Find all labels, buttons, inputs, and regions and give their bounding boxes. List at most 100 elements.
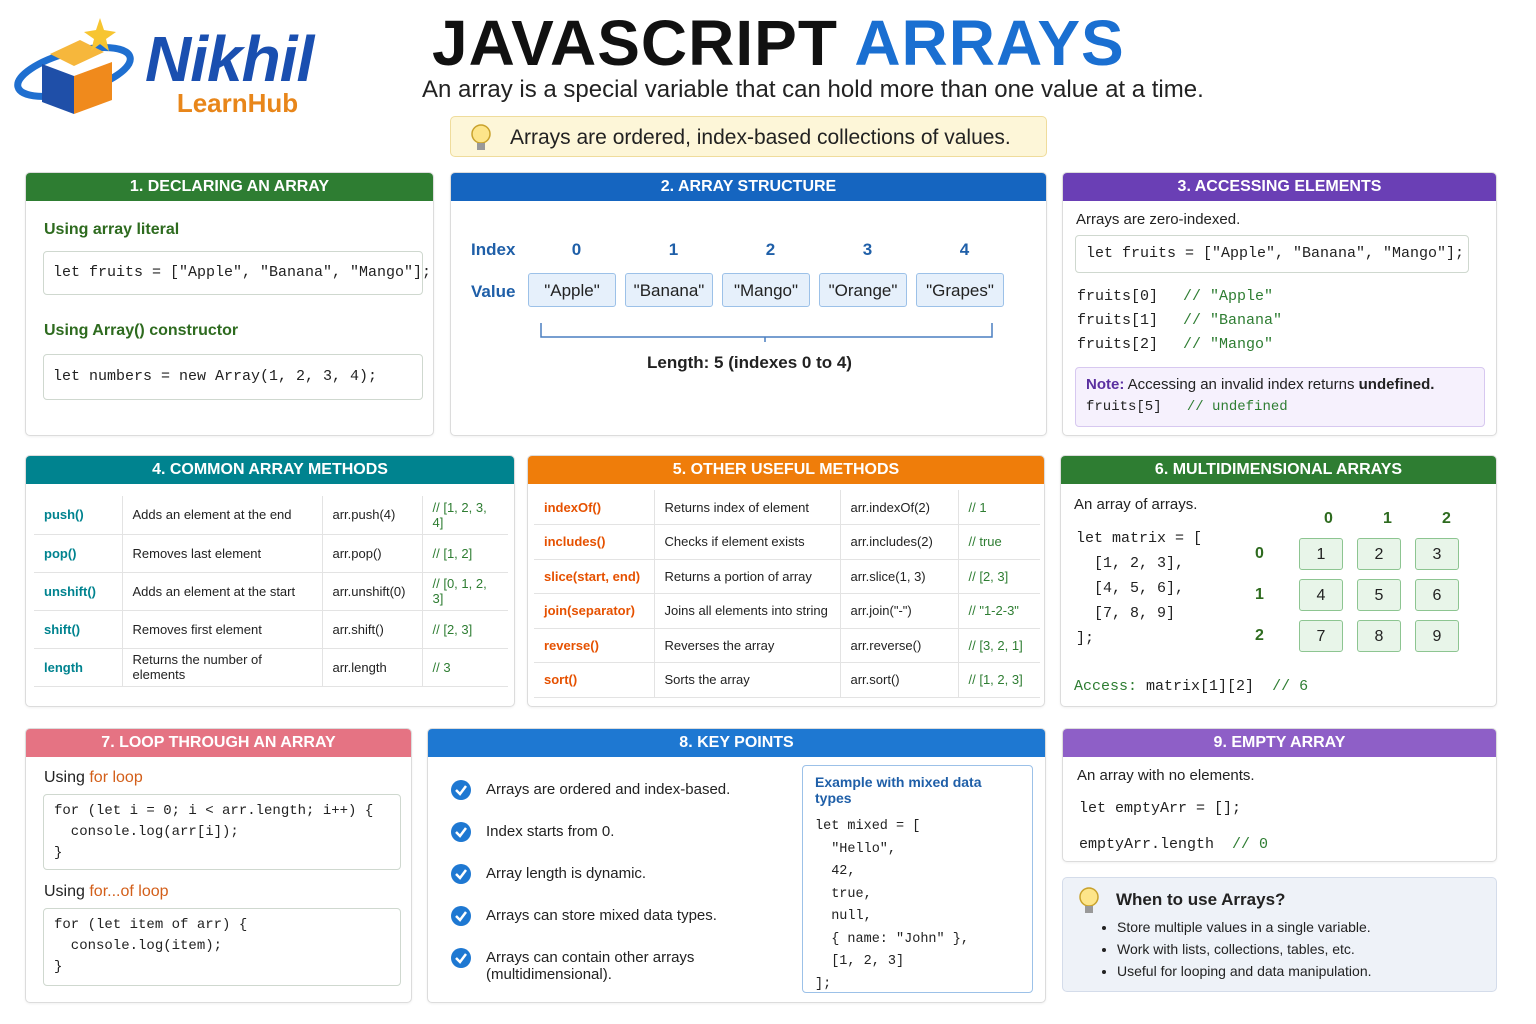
table-cell: Removes first element — [122, 610, 323, 649]
access-lines: fruits[0]// "Apple" fruits[1]// "Banana" f… — [1077, 285, 1282, 357]
check-icon — [451, 780, 471, 800]
table-row: slice(start, end) Returns a portion of ar… — [534, 559, 1040, 594]
table-cell: // [0, 1, 2, 3] — [422, 572, 508, 611]
when-list: Store multiple values in a single variab… — [1097, 916, 1372, 982]
title-main: JAVASCRIPT — [432, 7, 838, 79]
table-row: unshift() Adds an element at the start arr… — [34, 572, 508, 611]
table-cell: // [1, 2] — [422, 534, 508, 573]
matrix-cell: 7 — [1299, 620, 1343, 652]
path — [42, 64, 74, 114]
constructor-label: Using Array() constructor — [44, 322, 239, 339]
table-cell: arr.join("-") — [840, 593, 959, 629]
table-cell: arr.unshift(0) — [322, 572, 423, 611]
row-index: 0 — [1255, 545, 1264, 562]
table-cell: shift() — [34, 610, 123, 649]
code-fruits: let fruits = ["Apple", "Banana", "Mango"… — [1075, 235, 1469, 273]
code-line: } — [54, 845, 63, 861]
value-label: Value — [471, 282, 516, 301]
when-item: Work with lists, collections, tables, et… — [1117, 938, 1372, 960]
value-box: "Mango" — [722, 273, 810, 307]
empty-length-line: emptyArr.length // 0 — [1079, 836, 1268, 853]
access-comment: // "Mango" — [1183, 336, 1274, 353]
panel-title: 7. LOOP THROUGH AN ARRAY — [26, 729, 411, 757]
for-label: Using — [44, 769, 85, 786]
title-accent: ARRAYS — [854, 7, 1125, 79]
table-cell: slice(start, end) — [534, 559, 655, 594]
forof-label: Using — [44, 883, 85, 900]
bracket — [540, 323, 993, 342]
table-cell: Joins all elements into string — [654, 593, 841, 629]
table-row: join(separator) Joins all elements into s… — [534, 593, 1040, 629]
path — [540, 323, 993, 342]
table-cell: arr.reverse() — [840, 628, 959, 663]
subtitle: An array is a special variable that can … — [422, 76, 1204, 103]
circle — [451, 864, 471, 884]
table-cell: Reverses the array — [654, 628, 841, 663]
code-line: let mixed = [ — [815, 819, 921, 834]
panel-title: 4. COMMON ARRAY METHODS — [26, 456, 514, 484]
when-box: When to use Arrays? Store multiple value… — [1062, 877, 1497, 992]
access-line: Access: matrix[1][2] // 6 — [1074, 678, 1308, 695]
empty-comment: // 0 — [1232, 836, 1269, 853]
matrix-cell: 1 — [1299, 538, 1343, 570]
check-icon — [451, 948, 471, 968]
table-row: sort() Sorts the array arr.sort()// [1, 2,… — [534, 662, 1040, 698]
check-icon — [451, 906, 471, 926]
matrix-cell: 3 — [1415, 538, 1459, 570]
code-line: null, — [815, 909, 872, 924]
table-cell: arr.sort() — [840, 662, 959, 698]
table-cell: arr.indexOf(2) — [840, 490, 959, 525]
circle — [451, 906, 471, 926]
code-line: 42, — [815, 864, 856, 879]
matrix-cell: 5 — [1357, 579, 1401, 611]
code-line: ]; — [815, 976, 832, 992]
circle — [451, 780, 471, 800]
circle — [451, 822, 471, 842]
table-cell: reverse() — [534, 628, 655, 663]
for-keyword: for loop — [89, 769, 143, 786]
rect — [1085, 906, 1093, 913]
table-cell: // [1, 2, 3, 4] — [422, 496, 508, 535]
col-index: 0 — [1324, 510, 1333, 527]
for-code: for (let i = 0; i < arr.length; i++) { c… — [43, 794, 401, 870]
code-line: for (let item of arr) { — [54, 917, 248, 933]
code-line: [1, 2, 3] — [815, 954, 905, 969]
panel-multidim: 6. MULTIDIMENSIONAL ARRAYS An array of a… — [1060, 455, 1497, 707]
length-note: Length: 5 (indexes 0 to 4) — [647, 353, 852, 372]
table-cell: arr.length — [322, 648, 423, 687]
table-cell: push() — [34, 496, 123, 535]
example-box: Example with mixed data types let mixed … — [802, 765, 1033, 993]
code-line: console.log(arr[i]); — [54, 824, 239, 840]
code-line: } — [54, 959, 63, 975]
col-indexes: 0 1 2 — [1299, 510, 1476, 528]
matrix-cell: 6 — [1415, 579, 1459, 611]
panel-declaring: 1. DECLARING AN ARRAY Using array litera… — [25, 172, 434, 436]
panel-title: 8. KEY POINTS — [428, 729, 1045, 757]
table-cell: Returns the number of elements — [122, 648, 323, 687]
when-item: Useful for looping and data manipulation… — [1117, 960, 1372, 982]
path — [455, 785, 467, 796]
table-cell: arr.push(4) — [322, 496, 423, 535]
table-cell: join(separator) — [534, 593, 655, 629]
forof-heading: Using for...of loop — [44, 883, 169, 901]
matrix-cell: 4 — [1299, 579, 1343, 611]
panel-empty: 9. EMPTY ARRAY An array with no elements… — [1062, 728, 1497, 862]
code-line: [1, 2, 3], — [1076, 555, 1185, 572]
note-box: Note: Accessing an invalid index returns… — [1075, 367, 1485, 427]
index: 0 — [571, 240, 582, 259]
code-line: let matrix = [ — [1076, 530, 1203, 547]
table-cell: unshift() — [34, 572, 123, 611]
for-heading: Using for loop — [44, 769, 143, 787]
access-code: fruits[2] — [1077, 336, 1159, 353]
panel-title: 3. ACCESSING ELEMENTS — [1063, 173, 1496, 201]
row-index: 2 — [1255, 627, 1264, 644]
point: Arrays can store mixed data types. — [450, 905, 790, 927]
point-text: Array length is dynamic. — [486, 865, 647, 882]
forof-keyword: for...of loop — [89, 883, 169, 900]
table-cell: Sorts the array — [654, 662, 841, 698]
panel-title: 2. ARRAY STRUCTURE — [451, 173, 1046, 201]
value-box: "Apple" — [528, 273, 616, 307]
table-cell: Adds an element at the end — [122, 496, 323, 535]
